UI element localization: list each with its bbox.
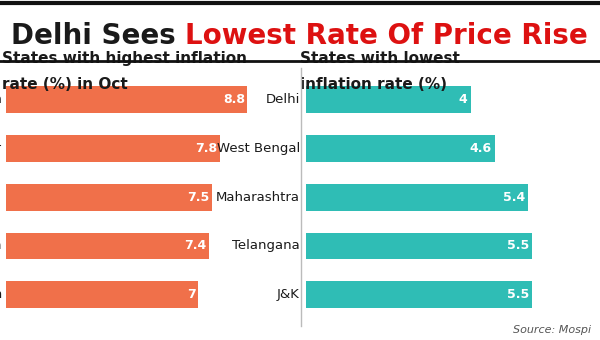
Text: J&K: J&K	[277, 288, 300, 301]
Bar	[306, 86, 470, 113]
Text: 7.5: 7.5	[187, 191, 209, 204]
Text: 7.4: 7.4	[185, 239, 207, 253]
Text: 4: 4	[458, 93, 467, 106]
Text: States with lowest: States with lowest	[300, 51, 460, 66]
Text: Delhi: Delhi	[265, 93, 300, 106]
Text: Maharashtra: Maharashtra	[216, 191, 300, 204]
Text: Bihar: Bihar	[0, 142, 2, 155]
Bar	[306, 233, 532, 259]
Text: 4.6: 4.6	[470, 142, 492, 155]
Bar	[6, 86, 247, 113]
Text: Uttar Pradesh: Uttar Pradesh	[0, 239, 2, 253]
Bar	[6, 233, 209, 259]
Bar	[306, 184, 528, 210]
Text: 7: 7	[187, 288, 196, 301]
Bar	[6, 281, 198, 308]
Text: 5.5: 5.5	[507, 288, 529, 301]
Bar	[6, 184, 212, 210]
Text: 5.4: 5.4	[503, 191, 525, 204]
Text: Source: Mospi: Source: Mospi	[513, 325, 591, 335]
Text: Madhya Pradesh: Madhya Pradesh	[0, 288, 2, 301]
Text: Odisha: Odisha	[0, 191, 2, 204]
Text: rate (%) in Oct: rate (%) in Oct	[2, 78, 128, 92]
Text: Delhi Sees: Delhi Sees	[11, 22, 185, 50]
Text: inflation rate (%): inflation rate (%)	[300, 78, 447, 92]
Text: 7.8: 7.8	[196, 142, 218, 155]
Bar	[6, 135, 220, 162]
Text: West Bengal: West Bengal	[217, 142, 300, 155]
Bar	[306, 281, 532, 308]
Bar	[306, 135, 495, 162]
Text: Telangana: Telangana	[232, 239, 300, 253]
Text: 8.8: 8.8	[223, 93, 245, 106]
Text: 5.5: 5.5	[507, 239, 529, 253]
Text: Lowest Rate Of Price Rise: Lowest Rate Of Price Rise	[185, 22, 588, 50]
Text: States with highest inflation: States with highest inflation	[2, 51, 247, 66]
Text: Chhattisgarh: Chhattisgarh	[0, 93, 2, 106]
